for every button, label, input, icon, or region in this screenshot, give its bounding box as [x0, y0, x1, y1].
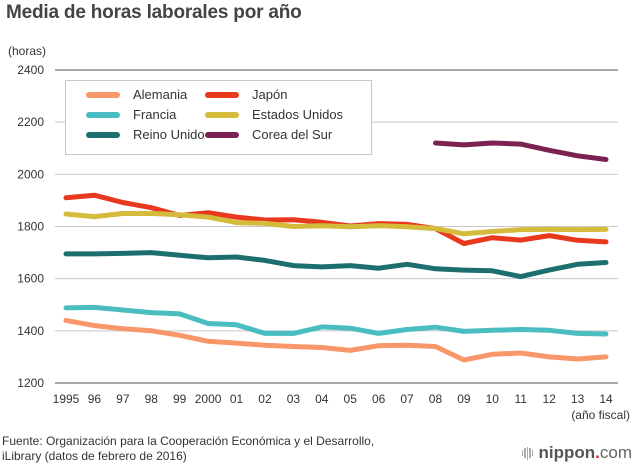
series-line-estados-unidos	[63, 211, 609, 237]
source-line-1: Fuente: Organización para la Cooperación…	[2, 434, 375, 448]
x-tick-label: 13	[571, 392, 585, 406]
x-tick-label: 99	[173, 392, 187, 406]
series-line-corea-del-sur	[433, 140, 609, 162]
x-tick-label: 14	[599, 392, 613, 406]
legend-label: Estados Unidos	[252, 107, 344, 122]
y-tick-label: 2400	[17, 63, 44, 77]
x-tick-label: 2000	[195, 392, 222, 406]
x-tick-label: 96	[88, 392, 102, 406]
x-tick-label: 09	[457, 392, 471, 406]
legend-item: Reino Unido	[86, 127, 205, 142]
y-tick-label: 2200	[17, 115, 44, 129]
series-line-japón	[63, 192, 609, 246]
x-tick-label: 12	[542, 392, 556, 406]
x-tick-label: 98	[145, 392, 159, 406]
nippon-logo: nippon. com	[521, 443, 632, 463]
y-tick-label: 1600	[17, 272, 44, 286]
x-tick-label: 01	[230, 392, 244, 406]
series-line-reino-unido	[63, 250, 609, 280]
x-tick-label: 1995	[53, 392, 80, 406]
legend-swatch	[205, 91, 239, 98]
series-line-alemania	[63, 317, 609, 363]
x-tick-label: 05	[344, 392, 358, 406]
legend-item: Corea del Sur	[205, 127, 332, 142]
sound-bars-icon	[521, 446, 534, 460]
y-tick-label: 1400	[17, 324, 44, 338]
legend-swatch	[86, 131, 120, 138]
legend-swatch	[205, 111, 239, 118]
x-tick-label: 02	[258, 392, 272, 406]
x-tick-label: 11	[515, 392, 528, 406]
legend-swatch	[86, 91, 120, 98]
logo-name: nippon	[538, 443, 596, 462]
legend-item: Francia	[86, 107, 176, 122]
legend-label: Corea del Sur	[252, 127, 333, 142]
legend-swatch	[205, 131, 239, 138]
legend-item: Estados Unidos	[205, 107, 343, 122]
legend-label: Alemania	[133, 87, 188, 102]
x-tick-label: 03	[287, 392, 301, 406]
legend-label: Reino Unido	[133, 127, 205, 142]
x-tick-label: 10	[486, 392, 500, 406]
logo-dot: .	[595, 443, 600, 462]
legend-label: Japón	[252, 87, 288, 102]
source-note: Fuente: Organización para la Cooperación…	[2, 434, 374, 464]
series-line-francia	[63, 304, 609, 337]
x-tick-label: 07	[400, 392, 414, 406]
legend: Alemania Francia Reino Unido Japón Estados U…	[65, 80, 372, 155]
y-tick-label: 1800	[17, 220, 44, 234]
x-tick-label: 97	[116, 392, 130, 406]
y-tick-label: 2000	[17, 167, 44, 181]
chart-title: Media de horas laborales por año	[6, 2, 302, 23]
y-axis-unit-label: (horas)	[8, 44, 47, 58]
source-line-2: iLibrary (datos de febrero de 2016)	[2, 449, 187, 463]
x-tick-label: 04	[315, 392, 329, 406]
legend-label: Francia	[133, 107, 177, 122]
legend-item: Japón	[205, 87, 287, 102]
x-tick-label: 06	[372, 392, 386, 406]
legend-swatch	[86, 111, 120, 118]
x-axis-unit-label: (año fiscal)	[571, 408, 630, 422]
legend-item: Alemania	[86, 87, 187, 102]
y-tick-label: 1200	[17, 376, 44, 390]
x-tick-label: 08	[429, 392, 443, 406]
logo-suffix: com	[599, 443, 632, 462]
